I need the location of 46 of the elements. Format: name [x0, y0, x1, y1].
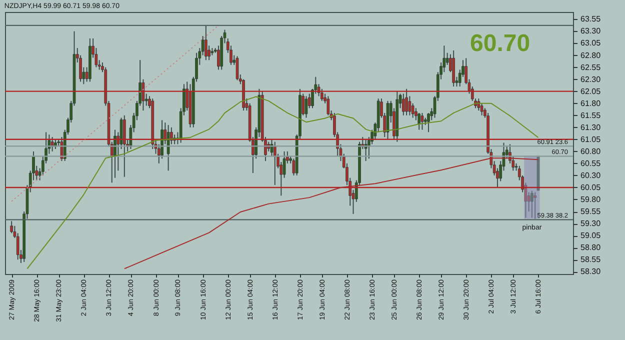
y-tick-label: 61.80 — [580, 98, 602, 108]
y-tick-label: 62.80 — [580, 50, 602, 60]
candlestick — [364, 138, 368, 162]
y-tick-label: 59.80 — [580, 194, 602, 204]
y-tick-label: 60.30 — [580, 170, 602, 180]
candlestick — [204, 24, 208, 61]
candlestick — [273, 141, 276, 186]
candlestick — [427, 112, 430, 133]
annotation: 60.70 — [470, 30, 530, 58]
candlestick — [326, 96, 330, 116]
candlestick — [408, 96, 412, 116]
y-tick-label: 62.55 — [580, 62, 602, 72]
candlestick — [142, 78, 145, 112]
candlestick — [304, 96, 308, 118]
candlestick — [420, 112, 424, 130]
candlestick — [320, 88, 324, 102]
candlestick — [534, 192, 536, 220]
y-tick-label: 62.05 — [580, 86, 602, 96]
y-tick-label: 63.05 — [580, 38, 602, 48]
candlestick — [50, 136, 54, 152]
candlestick — [60, 136, 64, 162]
y-tick-label: 58.55 — [580, 255, 602, 264]
y-tick-label: 61.05 — [580, 134, 602, 144]
candlestick — [236, 56, 239, 81]
candlestick — [114, 129, 116, 178]
y-tick-label: 63.55 — [580, 14, 602, 24]
candlestick — [402, 93, 405, 116]
y-tick-label: 63.30 — [580, 26, 602, 36]
candlestick — [405, 88, 408, 116]
y-tick-label: 60.80 — [580, 146, 602, 156]
y-tick-label: 59.30 — [580, 219, 602, 228]
y-tick-label: 60.05 — [580, 182, 602, 192]
y-tick-label: 59.05 — [580, 231, 602, 240]
candlestick — [10, 220, 13, 234]
y-tick-label: 59.55 — [580, 207, 602, 216]
candlestick — [477, 98, 480, 112]
y-tick-label: 62.30 — [580, 74, 602, 84]
candlestick — [418, 112, 420, 130]
candlestick — [166, 124, 170, 172]
y-tick-label: 60.55 — [580, 158, 602, 168]
candlestick — [480, 102, 484, 116]
candlestick — [530, 190, 534, 218]
y-tick-label: 61.30 — [580, 122, 602, 132]
y-tick-label: 61.55 — [580, 110, 602, 120]
y-tick-label: 58.80 — [580, 243, 602, 252]
y-tick-label: 58.30 — [580, 267, 602, 276]
